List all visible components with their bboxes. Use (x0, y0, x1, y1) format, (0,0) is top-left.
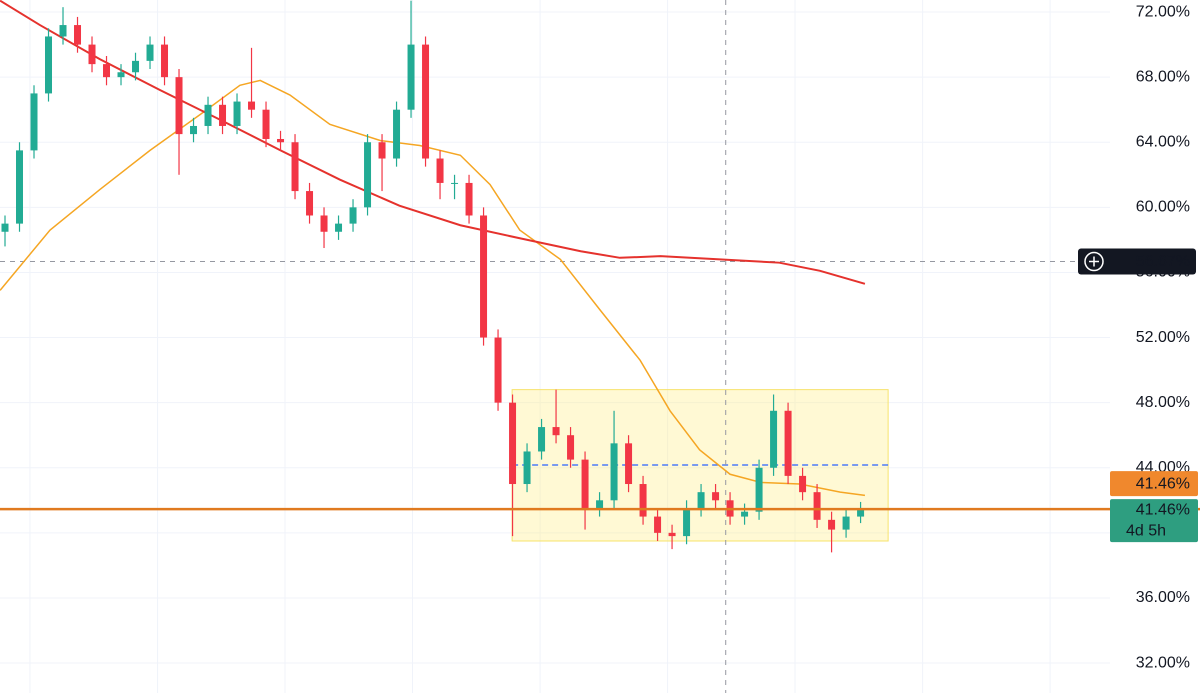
crosshair-label-box (1078, 248, 1196, 275)
candle-body (364, 142, 372, 208)
candle-body (45, 36, 53, 94)
candle-body (799, 475, 807, 493)
y-tick-label: 36.00% (1136, 589, 1190, 606)
candle-body (175, 77, 183, 135)
countdown-label: 4d 5h (1126, 522, 1166, 539)
candle-body (161, 44, 169, 78)
candle-body (407, 44, 415, 110)
candle-body (190, 125, 198, 135)
candle-body (654, 516, 662, 533)
candle-body (509, 402, 517, 485)
candle-body (552, 427, 560, 436)
candle-body (567, 435, 575, 460)
y-tick-label: 64.00% (1136, 133, 1190, 150)
candle-body (523, 451, 531, 485)
candle-body (335, 223, 343, 232)
candle-body (610, 443, 618, 501)
candle-body (219, 104, 227, 126)
candle-body (581, 459, 589, 509)
y-tick-label: 52.00% (1136, 329, 1190, 346)
candle-body (204, 104, 212, 126)
candle-body (842, 516, 850, 530)
candle-body (494, 337, 502, 403)
candle-body (146, 44, 154, 61)
moving-average (0, 0, 866, 285)
candle-body (712, 492, 720, 501)
candle-body (103, 64, 111, 78)
candle-body (596, 500, 604, 509)
candle-body (306, 191, 314, 216)
candle-body (697, 492, 705, 509)
candle-body (30, 93, 38, 151)
candle-body (393, 109, 401, 159)
y-tick-label: 32.00% (1136, 654, 1190, 671)
candle-body (755, 467, 763, 512)
candle-body (16, 150, 24, 224)
candle-body (770, 410, 778, 468)
candle-body (538, 427, 546, 452)
candle-body (625, 443, 633, 485)
candle-body (291, 142, 299, 192)
candle-body (277, 138, 285, 143)
crosshair-label: 56.67% (1136, 253, 1190, 270)
moving-average (0, 79, 866, 497)
price-label: 41.46% (1136, 501, 1190, 518)
candle-body (1, 223, 9, 232)
crosshair-plus-icon[interactable] (1084, 251, 1104, 272)
candle-body (233, 101, 241, 126)
candle-body (320, 215, 328, 232)
candle-body (436, 158, 444, 183)
candle-body (465, 182, 473, 216)
candle-body (132, 60, 140, 73)
candle-body (248, 101, 256, 110)
candle-body (668, 532, 676, 537)
price-label: 41.46% (1136, 475, 1190, 492)
candle-body (88, 44, 96, 65)
candle-body (349, 207, 357, 224)
candle-body (262, 109, 270, 139)
price-label-box (1110, 471, 1198, 497)
candle-body (480, 215, 488, 338)
candle-body (683, 508, 691, 537)
crosshair-plus-sign (1089, 256, 1099, 267)
candle-body (639, 484, 647, 517)
y-tick-label: 68.00% (1136, 68, 1190, 85)
candle-body (117, 72, 125, 78)
candle-body (813, 492, 821, 520)
price-label-box (1110, 499, 1198, 543)
candle-body (422, 44, 430, 159)
candle-body (857, 509, 865, 517)
candle-body (451, 182, 459, 184)
y-tick-label: 72.00% (1136, 3, 1190, 20)
y-tick-label: 60.00% (1136, 199, 1190, 216)
candle-body (59, 25, 67, 37)
candle-body (784, 410, 792, 476)
candle-body (828, 519, 836, 530)
y-tick-label: 48.00% (1136, 394, 1190, 411)
candle-body (378, 142, 386, 159)
candle-body (741, 511, 749, 517)
candle-body (74, 25, 82, 45)
